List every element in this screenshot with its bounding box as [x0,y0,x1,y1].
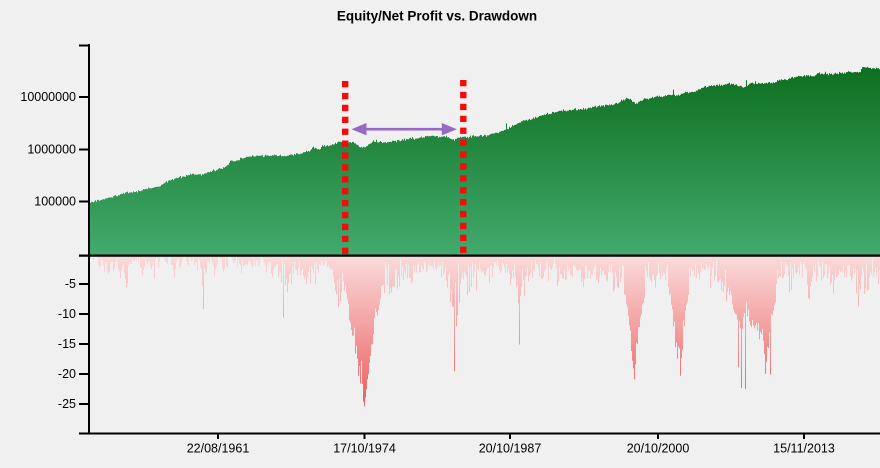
svg-text:-10: -10 [58,307,76,321]
svg-text:15/11/2013: 15/11/2013 [773,442,835,456]
svg-text:10000000: 10000000 [20,90,76,104]
svg-text:17/10/1974: 17/10/1974 [333,442,396,456]
svg-text:22/08/1961: 22/08/1961 [187,442,250,456]
svg-text:20/10/1987: 20/10/1987 [479,442,542,456]
svg-text:-25: -25 [58,397,76,411]
svg-text:-20: -20 [58,367,76,381]
svg-text:1000000: 1000000 [27,143,76,157]
svg-text:Equity/Net Profit vs. Drawdown: Equity/Net Profit vs. Drawdown [337,9,537,24]
svg-text:-5: -5 [65,277,76,291]
svg-text:100000: 100000 [34,195,76,209]
svg-text:-15: -15 [58,337,76,351]
svg-text:20/10/2000: 20/10/2000 [627,442,690,456]
